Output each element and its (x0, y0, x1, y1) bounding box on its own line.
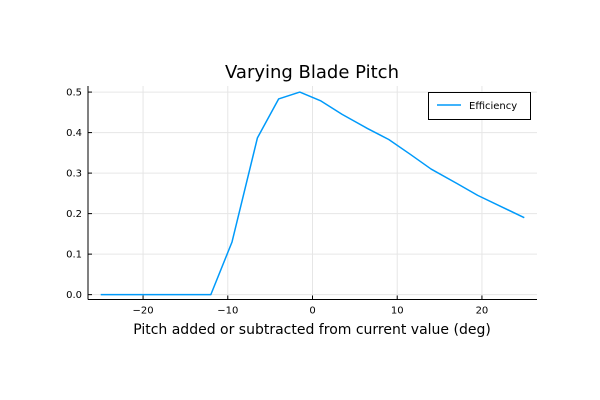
y-tick-label: 0.2 (66, 209, 82, 220)
chart-title: Varying Blade Pitch (225, 62, 399, 83)
x-tick-label: −10 (217, 306, 238, 317)
x-tick-label: −20 (133, 306, 154, 317)
y-tick-label: 0.3 (66, 169, 82, 180)
x-tick-label: 10 (391, 306, 404, 317)
legend-label-efficiency: Efficiency (469, 101, 517, 112)
y-tick-label: 0.0 (66, 290, 82, 301)
legend-box (428, 92, 531, 120)
y-tick-label: 0.5 (66, 88, 82, 99)
y-tick-label: 0.1 (66, 250, 82, 261)
series-layer (100, 91, 525, 296)
y-ticks: 0.0 0.1 0.2 0.3 0.4 0.5 (66, 88, 92, 301)
legend: Efficiency (428, 92, 531, 120)
series-line-efficiency (100, 91, 525, 296)
y-tick-label: 0.4 (66, 128, 82, 139)
x-tick-label: 0 (309, 306, 315, 317)
x-axis-label: Pitch added or subtracted from current v… (133, 322, 491, 338)
x-tick-label: 20 (476, 306, 489, 317)
x-ticks: −20 −10 0 10 20 (133, 295, 489, 317)
